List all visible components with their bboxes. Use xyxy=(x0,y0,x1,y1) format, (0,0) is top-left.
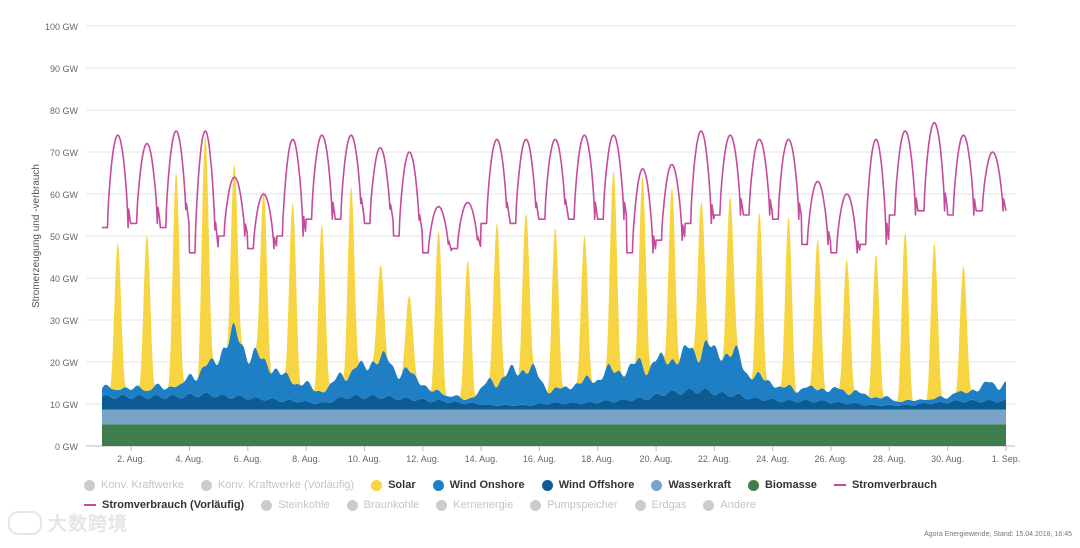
legend-symbol-icon xyxy=(436,499,448,511)
legend-row: Stromverbrauch (Vorläufig) Steinkohle Brau… xyxy=(84,495,1024,515)
legend-symbol-icon xyxy=(634,499,646,511)
legend-label: Wind Onshore xyxy=(449,479,525,491)
legend-item-wind-offshore[interactable]: Wind Offshore xyxy=(541,479,635,491)
legend-item-konv-kraftwerke[interactable]: Konv. Kraftwerke xyxy=(84,479,184,491)
watermark-text: 大数跨境 xyxy=(48,514,129,535)
legend-label: Biomasse xyxy=(764,479,817,491)
x-tick-label: 30. Aug. xyxy=(931,454,964,464)
legend-item-andere[interactable]: Andere xyxy=(703,499,756,511)
source-credit: Agora Energiewende; Stand: 15.04.2018, 1… xyxy=(924,531,1072,538)
x-tick-label: 2. Aug. xyxy=(117,454,145,464)
series-area-biomasse xyxy=(102,424,1006,446)
legend-symbol-icon xyxy=(651,479,663,491)
legend-symbol-icon xyxy=(432,479,444,491)
x-tick-label: 12. Aug. xyxy=(406,454,439,464)
legend-item-erdgas[interactable]: Erdgas xyxy=(634,499,687,511)
series-area-wind-onshore xyxy=(102,322,1006,406)
y-tick-label: 100 GW xyxy=(45,22,79,32)
x-tick-label: 20. Aug. xyxy=(640,454,673,464)
legend-label: Andere xyxy=(720,499,756,511)
series-area-wasserkraft xyxy=(102,409,1006,425)
x-tick-label: 16. Aug. xyxy=(523,454,556,464)
legend-item-kernenergie[interactable]: Kernenergie xyxy=(436,499,513,511)
legend-label: Steinkohle xyxy=(278,499,330,511)
y-tick-label: 50 GW xyxy=(50,232,79,242)
legend-symbol-icon xyxy=(541,479,553,491)
legend-symbol-icon xyxy=(703,499,715,511)
legend-label: Solar xyxy=(388,479,416,491)
legend-label: Wasserkraft xyxy=(668,479,731,491)
legend-symbol-icon xyxy=(530,499,542,511)
legend-label: Braunkohle xyxy=(363,499,420,511)
x-tick-label: 26. Aug. xyxy=(815,454,848,464)
x-tick-label: 8. Aug. xyxy=(292,454,320,464)
legend-symbol-icon xyxy=(84,504,96,506)
y-tick-label: 30 GW xyxy=(50,316,79,326)
y-axis-title: Stromerzeugung und -verbrauch xyxy=(31,164,42,308)
legend-item-biomasse[interactable]: Biomasse xyxy=(747,479,817,491)
x-tick-label: 24. Aug. xyxy=(756,454,789,464)
y-tick-label: 80 GW xyxy=(50,106,79,116)
y-tick-label: 70 GW xyxy=(50,148,79,158)
legend-item-solar[interactable]: Solar xyxy=(371,479,416,491)
y-tick-label: 10 GW xyxy=(50,400,79,410)
legend-label: Stromverbrauch (Vorläufig) xyxy=(102,499,245,511)
x-tick-label: 28. Aug. xyxy=(873,454,906,464)
legend-symbol-icon xyxy=(747,479,759,491)
watermark-logo-icon xyxy=(8,510,42,535)
legend-label: Konv. Kraftwerke (Vorläufig) xyxy=(217,479,355,491)
legend-item-stromverbrauch[interactable]: Stromverbrauch xyxy=(833,479,937,491)
series-area-wind-offshore xyxy=(102,388,1006,410)
y-tick-label: 90 GW xyxy=(50,64,79,74)
x-tick-label: 14. Aug. xyxy=(465,454,498,464)
legend-symbol-icon xyxy=(84,479,95,491)
legend-label: Wind Offshore xyxy=(558,479,635,491)
legend-label: Erdgas xyxy=(651,499,687,511)
axes: 0 GW 10 GW 20 GW 30 GW 40 GW 50 GW 60 GW 70 GW 8… xyxy=(31,22,1020,464)
legend: Konv. Kraftwerke Konv. Kraftwerke (Vorläu… xyxy=(84,475,1024,515)
y-tick-label: 60 GW xyxy=(50,190,79,200)
legend-item-stromverbrauch-vorläufig[interactable]: Stromverbrauch (Vorläufig) xyxy=(84,499,244,511)
legend-label: Konv. Kraftwerke xyxy=(101,479,184,491)
y-tick-label: 40 GW xyxy=(50,274,79,284)
legend-item-pumpspeicher[interactable]: Pumpspeicher xyxy=(530,499,618,511)
watermark: 大数跨境 xyxy=(8,509,128,536)
series-area-solar xyxy=(102,135,1006,402)
legend-item-wasserkraft[interactable]: Wasserkraft xyxy=(651,479,731,491)
demand-line xyxy=(101,121,1007,254)
legend-label: Stromverbrauch xyxy=(851,479,937,491)
series-line-stromverbrauch xyxy=(101,121,1007,254)
x-tick-label: 4. Aug. xyxy=(175,454,203,464)
legend-item-konv-kraftwerke-vorläufig[interactable]: Konv. Kraftwerke (Vorläufig) xyxy=(200,479,355,491)
x-tick-label: 18. Aug. xyxy=(581,454,614,464)
area-layers xyxy=(102,135,1006,446)
legend-item-wind-onshore[interactable]: Wind Onshore xyxy=(432,479,525,491)
x-tick-label: 6. Aug. xyxy=(234,454,262,464)
x-tick-label: 22. Aug. xyxy=(698,454,731,464)
y-tick-label: 20 GW xyxy=(50,358,79,368)
legend-item-steinkohle[interactable]: Steinkohle xyxy=(261,499,330,511)
legend-label: Pumpspeicher xyxy=(547,499,618,511)
legend-symbol-icon xyxy=(833,484,846,486)
legend-symbol-icon xyxy=(200,479,212,491)
y-tick-label: 0 GW xyxy=(55,442,79,452)
legend-symbol-icon xyxy=(346,499,358,511)
x-tick-label: 10. Aug. xyxy=(348,454,381,464)
legend-row: Konv. Kraftwerke Konv. Kraftwerke (Vorläu… xyxy=(84,475,1024,495)
legend-symbol-icon xyxy=(261,499,273,511)
x-tick-label: 1. Sep. xyxy=(992,454,1021,464)
legend-label: Kernenergie xyxy=(453,499,514,511)
legend-symbol-icon xyxy=(371,479,383,491)
legend-item-braunkohle[interactable]: Braunkohle xyxy=(346,499,420,511)
